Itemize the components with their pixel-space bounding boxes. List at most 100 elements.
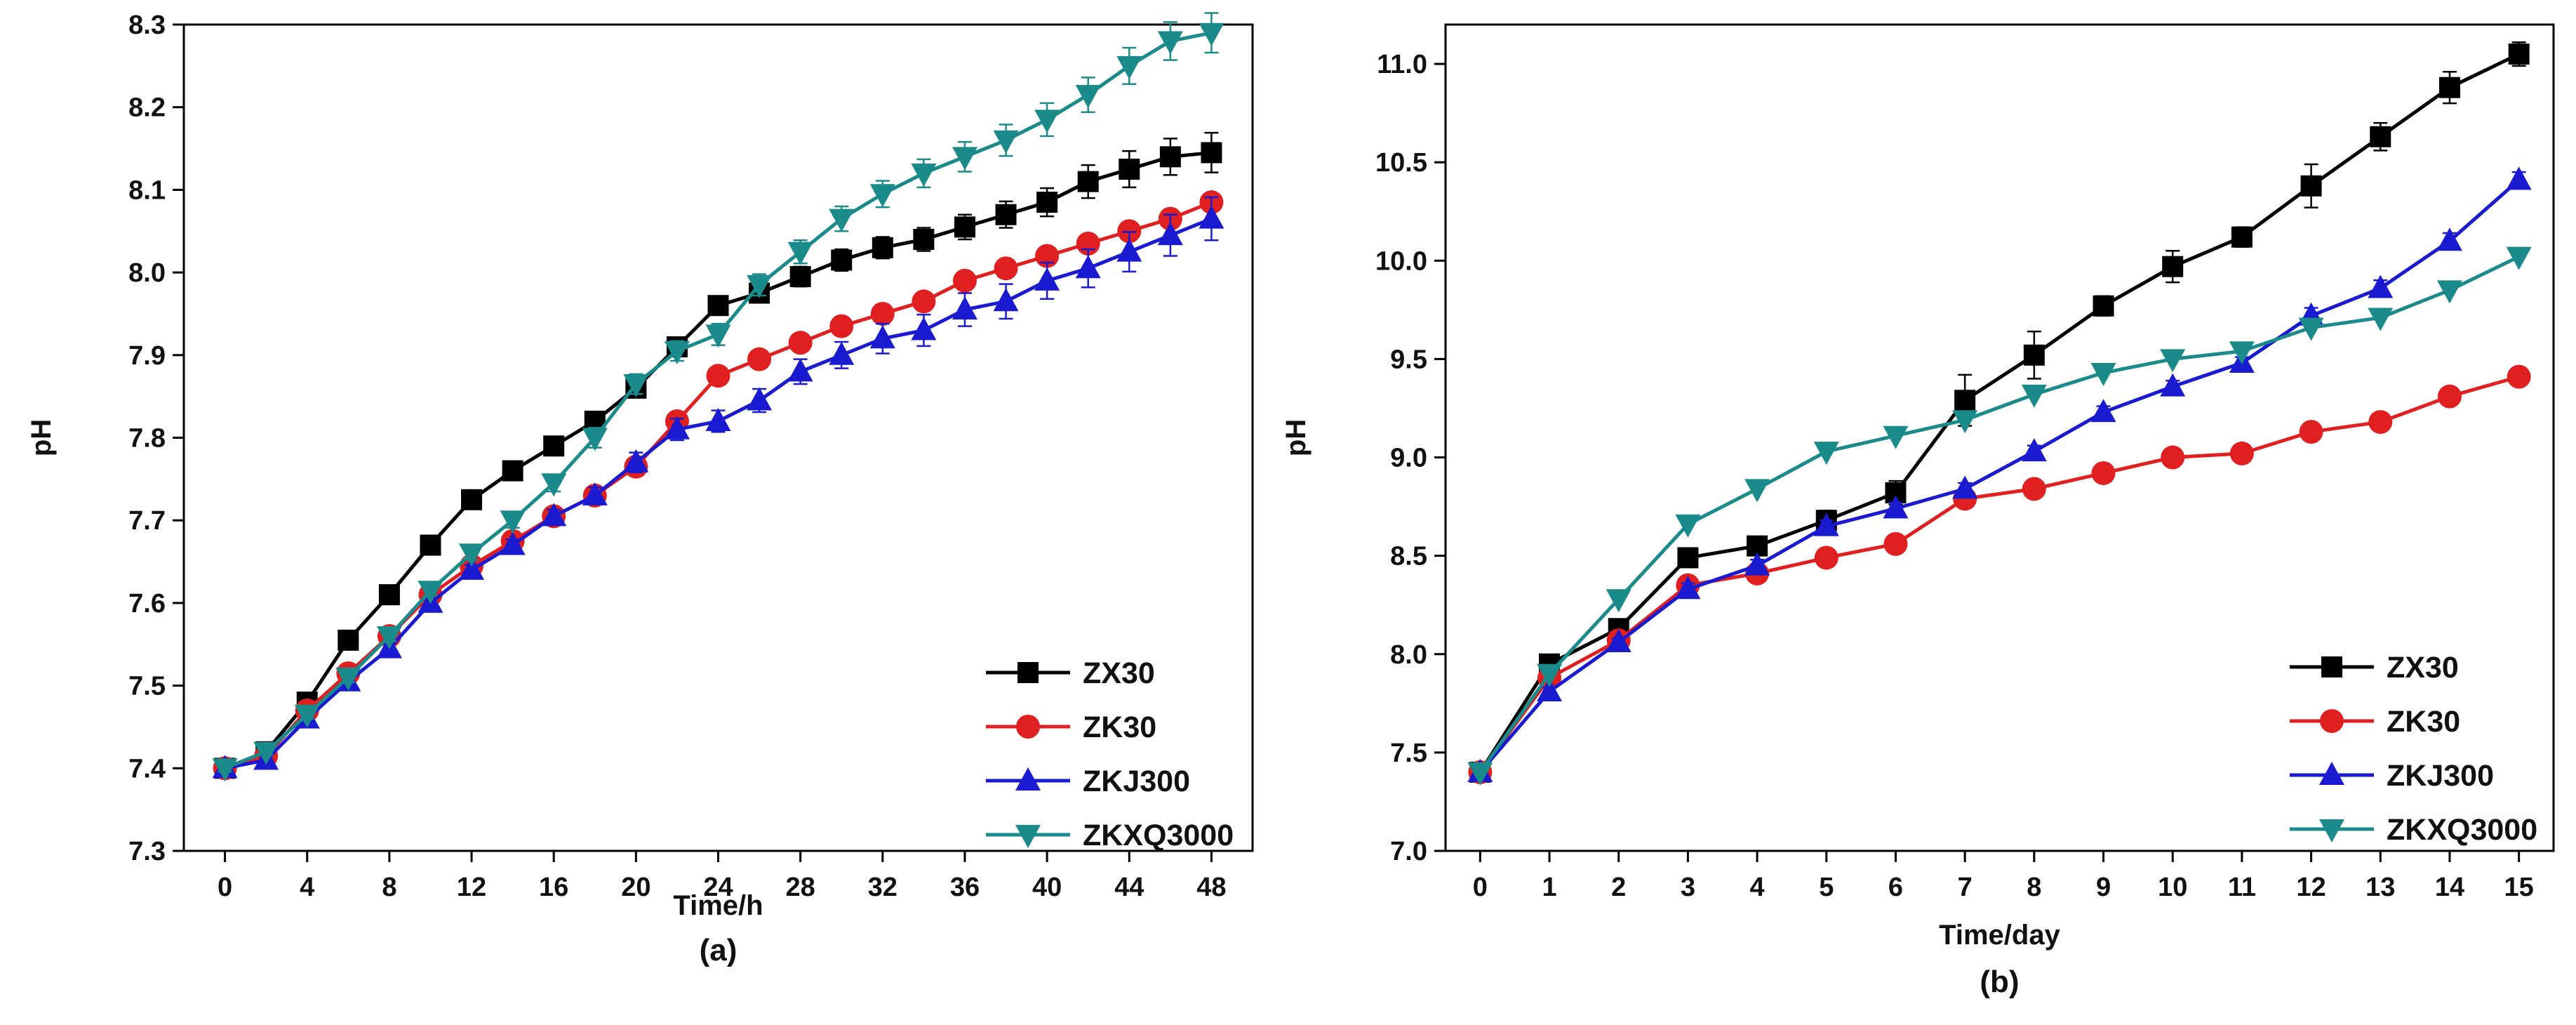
data-point (747, 347, 772, 371)
data-point (294, 704, 320, 728)
data-point (2368, 410, 2393, 435)
legend-marker (1015, 825, 1041, 848)
data-point (420, 534, 441, 556)
data-point (500, 531, 526, 555)
x-tick-label: 7 (1958, 873, 1973, 902)
data-point (870, 301, 895, 326)
data-point (623, 449, 649, 472)
data-point (1744, 479, 1770, 503)
y-tick-label: 11.0 (1377, 50, 1427, 79)
x-tick-label: 48 (1196, 873, 1226, 902)
data-point (1813, 512, 1839, 536)
y-tick-label: 7.7 (128, 506, 166, 536)
data-point (2093, 295, 2114, 317)
data-point (1813, 442, 1839, 465)
series-line (1479, 52, 2520, 774)
data-point (913, 229, 935, 251)
data-point (952, 296, 977, 320)
y-tick-label: 7.0 (1390, 837, 1427, 866)
data-point (2160, 349, 2186, 373)
legend-label: ZKJ300 (1083, 765, 1190, 798)
data-point (1116, 238, 1142, 262)
x-tick-label: 11 (2228, 873, 2256, 902)
data-point (541, 473, 567, 497)
legend-label: ZK30 (2387, 705, 2460, 739)
data-point (459, 543, 485, 567)
data-point (1119, 158, 1140, 180)
data-point (954, 216, 975, 238)
data-point (1467, 762, 1493, 786)
data-point (747, 275, 773, 298)
data-point (912, 289, 936, 314)
data-point (338, 629, 359, 651)
y-tick-label: 7.9 (128, 341, 166, 371)
legend-marker (1015, 767, 1041, 791)
data-point (1157, 31, 1183, 55)
data-point (952, 268, 977, 293)
data-point (2090, 363, 2116, 387)
x-axis-label: Time/h (673, 890, 763, 921)
data-point (2507, 364, 2531, 389)
data-point (831, 249, 853, 271)
data-point (1606, 589, 1631, 613)
data-point (2021, 438, 2047, 462)
y-tick-label: 8.0 (128, 258, 166, 288)
series-zkxq3000 (1467, 246, 2532, 786)
legend-marker (2319, 762, 2344, 785)
series-zx30 (214, 131, 1222, 779)
data-point (872, 237, 893, 258)
chart-panel-b: 0 1 2 3 4 5 6 7 8 9 10 11 12 13 14 157.07.58.08.59.09.5… (1281, 23, 2555, 999)
data-point (2298, 317, 2324, 341)
data-point (2438, 77, 2460, 98)
panel-label: (b) (1980, 965, 2019, 999)
data-point (664, 340, 690, 364)
legend: ZX30 ZK30 ZKJ300 ZKXQ3000 (2290, 651, 2537, 847)
x-tick-label: 5 (1819, 873, 1834, 902)
legend-marker (2319, 819, 2344, 842)
y-tick-label: 8.0 (1390, 640, 1427, 670)
data-point (829, 209, 855, 232)
x-tick-label: 2 (1611, 873, 1626, 902)
series-line (1479, 178, 2521, 774)
y-tick-label: 7.5 (128, 672, 166, 701)
x-tick-label: 14 (2435, 873, 2464, 902)
plot-frame (1444, 23, 2555, 852)
legend-label: ZKXQ3000 (2387, 813, 2537, 847)
data-point (1159, 146, 1181, 168)
data-point (993, 288, 1019, 312)
data-point (582, 428, 608, 451)
data-point (1954, 390, 1976, 411)
data-point (1034, 267, 1060, 291)
x-tick-label: 10 (2158, 873, 2187, 902)
data-point (2436, 227, 2462, 251)
data-point (335, 667, 361, 691)
data-point (2091, 461, 2116, 485)
series-zkj300 (212, 196, 1224, 779)
data-point (706, 364, 730, 388)
data-point (952, 147, 977, 171)
x-tick-label: 15 (2504, 873, 2534, 902)
data-point (541, 503, 567, 527)
x-tick-label: 6 (1888, 873, 1903, 902)
data-point (1116, 55, 1142, 79)
data-point (2368, 308, 2394, 331)
data-point (1199, 205, 1224, 229)
data-point (2300, 175, 2322, 197)
data-point (2021, 384, 2047, 408)
data-point (2161, 445, 2185, 470)
y-tick-label: 10.0 (1375, 246, 1427, 276)
series-line (1479, 375, 2520, 774)
data-point (1537, 678, 1563, 702)
data-point (2162, 256, 2184, 277)
x-tick-label: 16 (539, 873, 568, 902)
data-point (787, 358, 813, 382)
data-point (1677, 547, 1699, 569)
panel-label: (a) (700, 933, 738, 967)
data-point (376, 626, 402, 649)
data-point (1675, 576, 1701, 600)
data-point (543, 435, 565, 457)
x-axis-label: Time/day (1939, 920, 2060, 951)
x-tick-label: 32 (868, 873, 897, 902)
data-point (788, 331, 813, 355)
series-zx30 (1469, 41, 2530, 783)
